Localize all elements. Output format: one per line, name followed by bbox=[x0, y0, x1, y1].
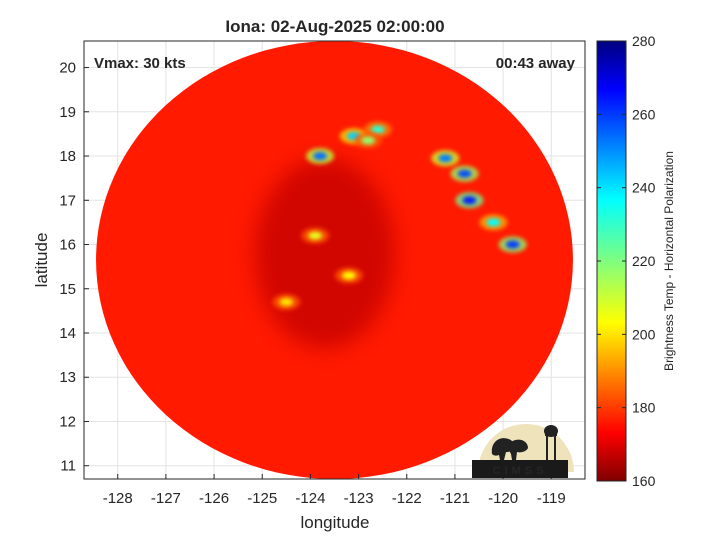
x-tick-label: -119 bbox=[537, 490, 566, 507]
y-tick-label: 13 bbox=[59, 369, 76, 386]
tb-cell bbox=[505, 240, 520, 249]
x-tick-label: -127 bbox=[151, 490, 181, 507]
colorbar-tick-label: 160 bbox=[632, 473, 656, 489]
colorbar-ticks: 160 180 200 220 240 260 280 bbox=[597, 33, 656, 489]
y-tick-label: 20 bbox=[59, 60, 76, 77]
y-tick-label: 16 bbox=[59, 237, 76, 254]
x-tick-label: -126 bbox=[199, 490, 229, 507]
tb-cell bbox=[341, 271, 356, 280]
y-tick-label: 18 bbox=[59, 148, 76, 165]
y-tick-label: 14 bbox=[59, 325, 76, 342]
plot-frame bbox=[83, 40, 586, 480]
x-tick-label: -120 bbox=[488, 490, 518, 507]
y-axis-label: latitude bbox=[32, 233, 51, 288]
colorbar-tick-label: 260 bbox=[632, 106, 656, 122]
colorbar-label: Brightness Temp - Horizontal Polarizatio… bbox=[662, 151, 676, 371]
tb-cell bbox=[486, 218, 501, 227]
cimss-logo: CIMSS bbox=[472, 424, 574, 478]
colorbar-tick-label: 200 bbox=[632, 326, 656, 342]
tb-cell bbox=[361, 136, 376, 145]
x-tick-label: -121 bbox=[440, 490, 470, 507]
colorbar-tick-label: 280 bbox=[632, 33, 656, 49]
colorbar-tick-label: 180 bbox=[632, 400, 656, 416]
y-tick-label: 12 bbox=[59, 413, 76, 430]
tb-cell bbox=[308, 231, 323, 240]
x-tick-label: -128 bbox=[103, 490, 133, 507]
tb-cell bbox=[457, 169, 472, 178]
colorbar bbox=[596, 40, 627, 482]
x-tick-label: -122 bbox=[392, 490, 422, 507]
x-tick-label: -125 bbox=[247, 490, 277, 507]
axis-ticks: -128 -127 -126 -125 -124 -123 -122 -121 -120 -119… bbox=[59, 60, 565, 507]
y-tick-label: 11 bbox=[60, 458, 76, 475]
tb-cell bbox=[313, 152, 328, 161]
tb-region bbox=[254, 158, 395, 349]
x-axis-label: longitude bbox=[300, 513, 369, 532]
y-tick-label: 15 bbox=[59, 281, 76, 298]
cimss-logo-text: CIMSS bbox=[493, 465, 548, 477]
tb-cell bbox=[279, 298, 294, 307]
tb-cell bbox=[438, 154, 453, 163]
chart-title: Iona: 02-Aug-2025 02:00:00 bbox=[225, 17, 444, 36]
y-tick-label: 17 bbox=[59, 192, 76, 209]
x-tick-label: -123 bbox=[344, 490, 374, 507]
time-away-annotation: 00:43 away bbox=[496, 55, 576, 72]
colorbar-tick-label: 240 bbox=[632, 180, 656, 196]
tb-cell bbox=[462, 196, 477, 205]
swath-image bbox=[96, 41, 573, 479]
y-tick-label: 19 bbox=[59, 104, 76, 121]
colorbar-tick-label: 220 bbox=[632, 253, 656, 269]
tb-cell bbox=[370, 125, 385, 134]
x-tick-label: -124 bbox=[295, 490, 325, 507]
vmax-annotation: Vmax: 30 kts bbox=[94, 55, 186, 72]
